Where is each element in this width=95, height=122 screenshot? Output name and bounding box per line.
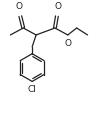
Text: O: O bbox=[16, 2, 23, 11]
Text: O: O bbox=[54, 2, 61, 11]
Text: Cl: Cl bbox=[28, 85, 37, 94]
Text: O: O bbox=[64, 39, 71, 48]
